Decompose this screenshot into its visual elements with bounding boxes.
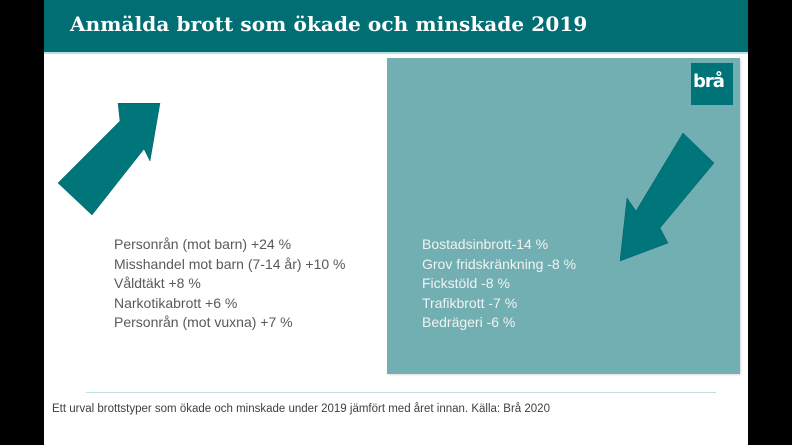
list-item: Bostadsinbrott-14 % <box>422 236 549 252</box>
list-item: Personrån (mot vuxna) +7 % <box>114 314 293 330</box>
slide-title: Anmälda brott som ökade och minskade 201… <box>70 12 588 36</box>
arrow-up-right-icon <box>58 103 161 216</box>
list-item: Bedrägeri -6 % <box>422 314 516 330</box>
increased-list: Personrån (mot barn) +24 % Misshandel mo… <box>114 235 346 333</box>
divider <box>86 392 716 393</box>
list-item: Narkotikabrott +6 % <box>114 294 238 311</box>
list-item: Personrån (mot barn) +24 % <box>114 236 292 252</box>
list-item: Våldtäkt +8 % <box>114 275 201 291</box>
list-item: Fickstöld -8 % <box>422 275 510 291</box>
decreased-panel <box>387 58 740 374</box>
arrow-down-left-icon <box>620 133 715 262</box>
caption: Ett urval brottstyper som ökade och mins… <box>52 403 550 415</box>
list-item: Trafikbrott -7 % <box>422 294 518 311</box>
list-item: Grov fridskränkning -8 % <box>422 255 577 272</box>
slide: Anmälda brott som ökade och minskade 201… <box>44 0 748 445</box>
logo-text: brå <box>693 71 725 92</box>
list-item: Misshandel mot barn (7-14 år) +10 % <box>114 255 346 272</box>
bra-logo: brå <box>691 63 733 105</box>
header-bar: Anmälda brott som ökade och minskade 201… <box>44 0 748 54</box>
decreased-list: Bostadsinbrott-14 % Grov fridskränkning … <box>422 235 576 333</box>
